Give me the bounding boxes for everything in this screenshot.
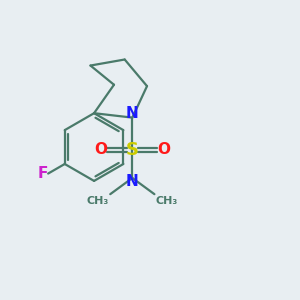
Text: N: N: [126, 174, 139, 189]
Text: N: N: [126, 106, 139, 121]
Text: S: S: [126, 141, 139, 159]
Text: CH₃: CH₃: [86, 196, 109, 206]
Text: O: O: [94, 142, 107, 158]
Text: O: O: [157, 142, 170, 158]
Text: F: F: [38, 166, 48, 181]
Text: CH₃: CH₃: [156, 196, 178, 206]
